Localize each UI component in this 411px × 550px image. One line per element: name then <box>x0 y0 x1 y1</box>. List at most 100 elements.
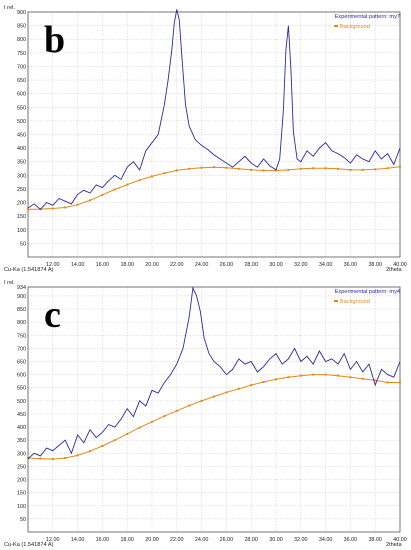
background-point <box>76 203 79 206</box>
background-point <box>399 381 401 384</box>
y-tick-label: 650 <box>17 359 26 365</box>
y-tick-label: 400 <box>17 146 26 152</box>
legend-background: Background <box>340 299 370 305</box>
y-tick-label: 200 <box>17 201 26 207</box>
y-tick-label: 900 <box>17 294 26 300</box>
x-tick-label: 40.00 <box>393 262 407 268</box>
source-label: Cu-Ka (1.541874 A) <box>4 542 54 548</box>
x-tick-label: 32.00 <box>294 262 308 268</box>
y-tick-label: 600 <box>17 92 26 98</box>
background-point <box>89 199 91 202</box>
background-point <box>138 179 141 182</box>
background-point <box>175 169 178 172</box>
background-point <box>51 458 54 461</box>
y-tick-label: 250 <box>17 187 26 193</box>
background-point <box>138 426 141 429</box>
background-point <box>275 378 277 381</box>
background-point <box>287 168 290 171</box>
background-point <box>64 206 67 209</box>
x-tick-label: 22.00 <box>170 537 184 543</box>
background-point <box>374 168 377 171</box>
background-point <box>113 188 116 191</box>
x-tick-label: 16.00 <box>96 262 110 268</box>
background-point <box>337 374 339 377</box>
background-point <box>51 207 54 210</box>
x-tick-label: 36.00 <box>344 262 358 268</box>
background-point <box>237 387 240 390</box>
background-point <box>213 395 215 398</box>
background-point <box>200 166 203 169</box>
y-tick-label: 550 <box>17 386 26 392</box>
background-point <box>361 377 364 380</box>
x-tick-label: 12.00 <box>46 262 60 268</box>
y-tick-label: 300 <box>17 451 26 457</box>
xrd-panel-b: I rel. 50 100 150 200 250 300 350 400 450 500 550 6… <box>4 5 407 273</box>
background-point <box>151 420 153 423</box>
x-tick-label: 22.00 <box>170 262 184 268</box>
plot-frame <box>27 286 401 533</box>
y-tick-label: 400 <box>17 425 26 431</box>
background-point <box>374 379 377 382</box>
x-tick-label: 36.00 <box>344 537 358 543</box>
y-tick-label: 700 <box>17 64 26 70</box>
y-tick-label: 100 <box>17 504 26 510</box>
y-tick-label: 200 <box>17 478 26 484</box>
background-point <box>213 166 215 169</box>
legend-swatch-background <box>334 300 338 302</box>
x-tick-label: 34.00 <box>319 262 333 268</box>
panel-label: b <box>44 19 65 61</box>
background-point <box>237 167 240 170</box>
y-tick-label: 700 <box>17 346 26 352</box>
x-tick-label: 12.00 <box>46 537 60 543</box>
y-tick-label: 50 <box>20 517 26 523</box>
experimental-series-line <box>27 286 401 459</box>
background-point <box>299 374 302 377</box>
x-axis-label: 2theta <box>386 267 402 273</box>
y-tick-label: 650 <box>17 78 26 84</box>
background-point <box>299 167 302 170</box>
legend: Experimental pattern: my4 Background <box>334 289 400 305</box>
background-point <box>89 450 91 453</box>
legend-background: Background <box>340 24 370 30</box>
background-point <box>163 172 166 175</box>
y-tick-label: 50 <box>20 241 26 247</box>
y-tick-label: 600 <box>17 373 26 379</box>
legend: Experimental pattern: my7 Background <box>334 14 400 30</box>
y-tick-label: 250 <box>17 464 26 470</box>
background-point <box>225 166 228 169</box>
background-point <box>287 376 290 379</box>
x-tick-label: 24.00 <box>195 262 209 268</box>
background-point <box>188 404 191 407</box>
x-tick-label: 40.00 <box>393 537 407 543</box>
x-tick-label: 32.00 <box>294 537 308 543</box>
background-point <box>27 208 29 211</box>
background-point <box>163 415 166 418</box>
y-tick-label: 800 <box>17 37 26 43</box>
y-tick-label: 800 <box>17 320 26 326</box>
x-tick-label: 24.00 <box>195 537 209 543</box>
background-point <box>64 457 67 460</box>
y-tick-label: 500 <box>17 119 26 125</box>
y-tick-label: 300 <box>17 173 26 179</box>
x-tick-label: 20.00 <box>145 262 159 268</box>
y-axis-label: I rel. <box>4 5 15 11</box>
x-axis-label: 2theta <box>386 542 402 548</box>
x-tick-label: 20.00 <box>145 537 159 543</box>
y-tick-label: 450 <box>17 412 26 418</box>
xrd-chart-c: I rel. 50 100 150 200 250 300 350 400 450 500 550 6… <box>4 280 407 548</box>
source-label: Cu-Ka (1.541874 A) <box>4 267 54 273</box>
xrd-panel-c: I rel. 50 100 150 200 250 300 350 400 450 500 550 6… <box>0 275 411 550</box>
background-point <box>337 167 339 170</box>
background-point <box>126 432 129 435</box>
y-tick-label: 934 <box>17 285 26 291</box>
y-tick-label: 550 <box>17 105 26 111</box>
background-point <box>386 381 389 384</box>
legend-experimental: Experimental pattern: my7 <box>335 14 400 20</box>
panel-label: c <box>44 294 61 336</box>
y-tick-label: 850 <box>17 24 26 30</box>
background-point <box>175 409 178 412</box>
background-point <box>312 167 315 170</box>
x-tick-label: 18.00 <box>120 262 134 268</box>
y-tick-label: 350 <box>17 438 26 444</box>
x-tick-label: 26.00 <box>220 262 234 268</box>
